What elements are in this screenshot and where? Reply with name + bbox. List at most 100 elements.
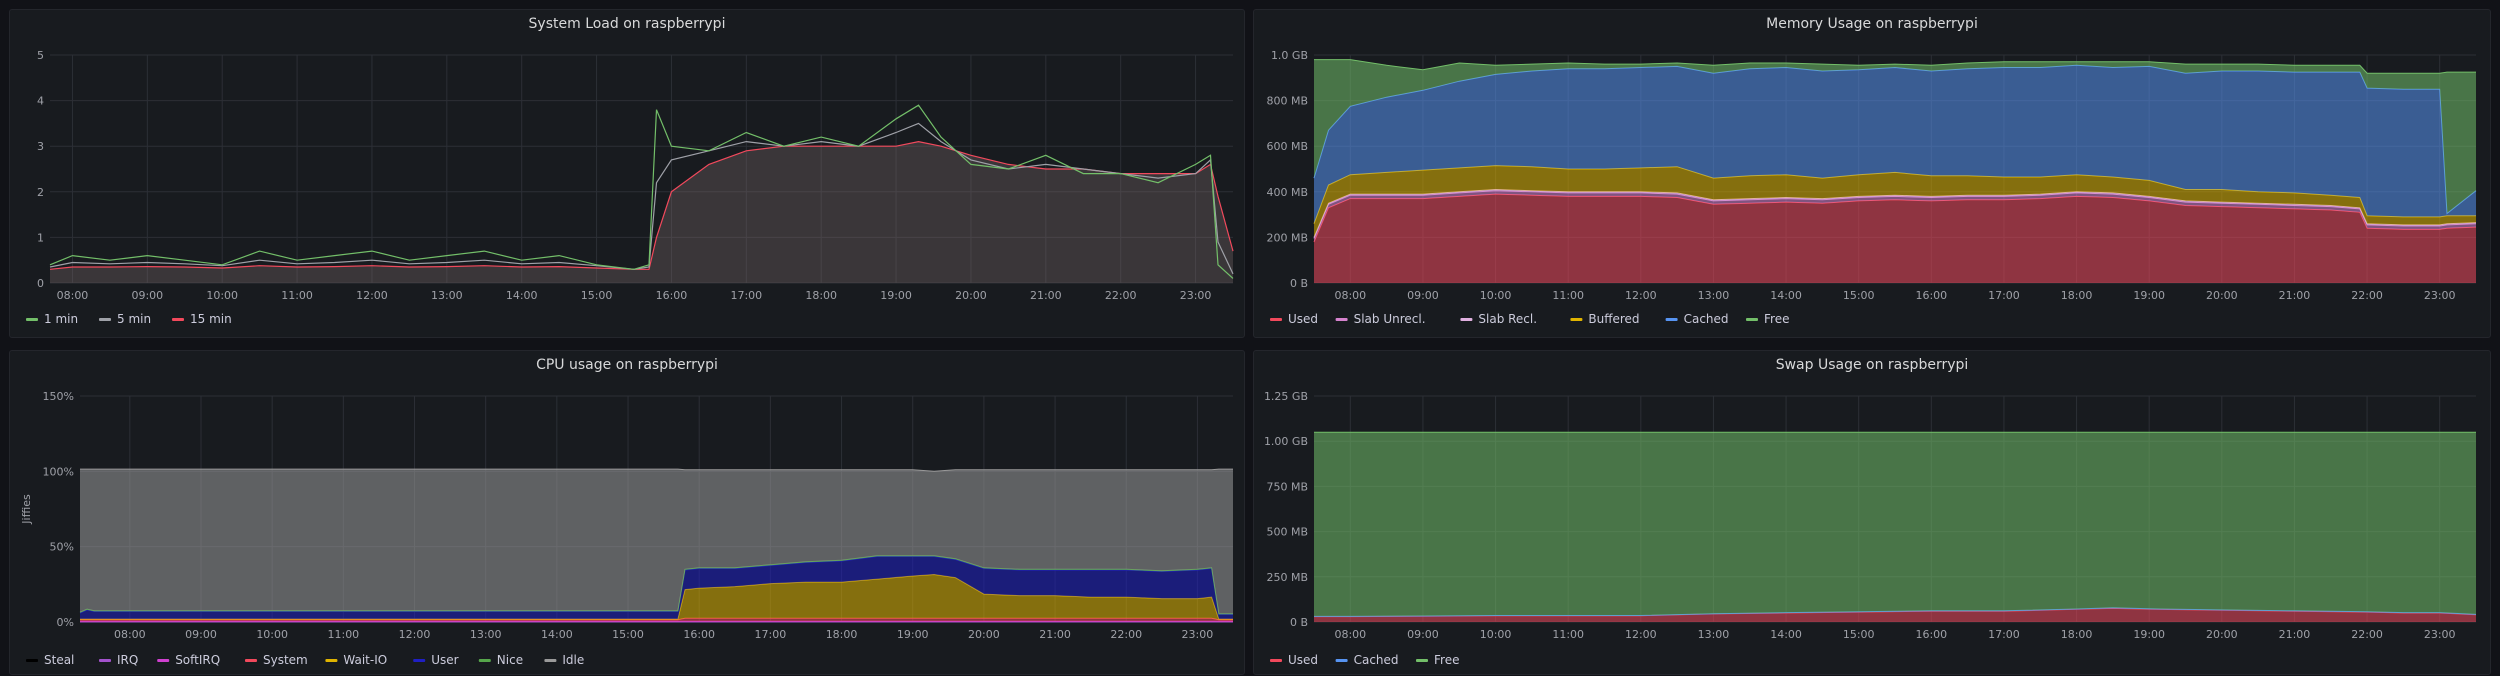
y-tick-label: 600 MB bbox=[1266, 140, 1308, 153]
memory-panel: Memory Usage on raspberrypi 0 B 200 MB 400… bbox=[1253, 9, 2491, 338]
area-15-min bbox=[50, 141, 1233, 283]
legend-item-user[interactable]: User bbox=[413, 653, 459, 667]
legend-swatch bbox=[1665, 318, 1678, 321]
y-tick-label: 4 bbox=[37, 95, 44, 108]
area-idle bbox=[80, 469, 1233, 614]
area-buffered bbox=[1314, 165, 2476, 238]
x-tick-label: 10:00 bbox=[1480, 289, 1512, 302]
area-used bbox=[1314, 194, 2476, 283]
x-tick-label: 14:00 bbox=[1770, 289, 1802, 302]
legend-swatch bbox=[544, 659, 557, 662]
legend-item-idle[interactable]: Idle bbox=[544, 653, 584, 667]
legend-swatch bbox=[245, 659, 257, 662]
x-tick-label: 20:00 bbox=[955, 289, 987, 302]
legend-label: Slab Unrecl. bbox=[1354, 312, 1426, 326]
legend-item-cached[interactable]: Cached bbox=[1665, 312, 1729, 326]
legend-label: Cached bbox=[1354, 653, 1399, 667]
legend-label: 5 min bbox=[117, 312, 151, 326]
legend-item-15-min[interactable]: 15 min bbox=[172, 312, 232, 326]
legend-label: 15 min bbox=[190, 312, 232, 326]
x-tick-label: 08:00 bbox=[114, 628, 146, 641]
y-axis-title: Jiffies bbox=[20, 494, 33, 525]
legend-item-cached[interactable]: Cached bbox=[1335, 653, 1399, 667]
area-free bbox=[1314, 59, 2476, 214]
x-tick-label: 09:00 bbox=[131, 289, 163, 302]
legend-item-slab-unrecl[interactable]: Slab Unrecl. bbox=[1335, 312, 1426, 326]
legend-swatch bbox=[1270, 659, 1282, 662]
x-tick-label: 23:00 bbox=[1180, 289, 1212, 302]
x-tick-label: 18:00 bbox=[2061, 289, 2093, 302]
x-tick-label: 23:00 bbox=[2424, 289, 2456, 302]
legend-label: Used bbox=[1288, 312, 1318, 326]
legend-item-5-min[interactable]: 5 min bbox=[99, 312, 151, 326]
line-free bbox=[1314, 59, 2476, 74]
x-tick-label: 16:00 bbox=[1915, 628, 1947, 641]
x-tick-label: 19:00 bbox=[2133, 628, 2165, 641]
x-tick-label: 17:00 bbox=[755, 628, 787, 641]
legend-item-free[interactable]: Free bbox=[1746, 312, 1789, 326]
legend-label: Free bbox=[1764, 312, 1789, 326]
legend-item-steal[interactable]: Steal bbox=[26, 653, 74, 667]
legend-swatch bbox=[1460, 318, 1473, 321]
x-tick-label: 11:00 bbox=[1552, 289, 1584, 302]
load-panel: System Load on raspberrypi 0 1 2 3 4 5 08:00 09… bbox=[9, 9, 1245, 338]
x-tick-label: 16:00 bbox=[1915, 289, 1947, 302]
y-tick-label: 1.00 GB bbox=[1264, 435, 1308, 448]
legend-label: Steal bbox=[44, 653, 74, 667]
legend-item-free[interactable]: Free bbox=[1416, 653, 1459, 667]
legend-label: Wait-IO bbox=[343, 653, 387, 667]
legend-item-buffered[interactable]: Buffered bbox=[1570, 312, 1640, 326]
cpu-panel-title[interactable]: CPU usage on raspberrypi bbox=[536, 357, 718, 373]
x-tick-label: 13:00 bbox=[1698, 628, 1730, 641]
x-tick-label: 19:00 bbox=[2133, 289, 2165, 302]
y-tick-label: 150% bbox=[43, 390, 74, 403]
legend-label: SoftIRQ bbox=[175, 653, 220, 667]
legend-swatch bbox=[26, 318, 38, 321]
legend-item-wait-io[interactable]: Wait-IO bbox=[325, 653, 387, 667]
cpu-panel: CPU usage on raspberrypi 0% 50% 100% 150% 08… bbox=[9, 350, 1245, 675]
legend-swatch bbox=[99, 659, 111, 662]
legend-label: Buffered bbox=[1588, 312, 1639, 326]
x-tick-label: 12:00 bbox=[1625, 289, 1657, 302]
x-tick-label: 19:00 bbox=[880, 289, 912, 302]
legend-swatch bbox=[1335, 318, 1348, 321]
legend-label: IRQ bbox=[117, 653, 138, 667]
legend-swatch bbox=[1335, 659, 1348, 662]
legend-label: Idle bbox=[562, 653, 584, 667]
x-tick-label: 18:00 bbox=[805, 289, 837, 302]
swap-panel-title[interactable]: Swap Usage on raspberrypi bbox=[1775, 357, 1969, 373]
legend-item-used[interactable]: Used bbox=[1270, 653, 1318, 667]
y-tick-label: 0 B bbox=[1290, 277, 1308, 290]
x-tick-label: 19:00 bbox=[897, 628, 929, 641]
legend-item-softirq[interactable]: SoftIRQ bbox=[157, 653, 220, 667]
line-slab-recl bbox=[1313, 188, 2477, 238]
legend-item-system[interactable]: System bbox=[245, 653, 308, 667]
legend-swatch bbox=[1746, 318, 1758, 321]
x-tick-label: 17:00 bbox=[730, 289, 762, 302]
legend-swatch bbox=[99, 318, 111, 321]
legend-swatch bbox=[26, 659, 38, 662]
legend-item-used[interactable]: Used bbox=[1270, 312, 1318, 326]
line-15-min bbox=[49, 140, 1234, 270]
legend-label: Used bbox=[1288, 653, 1318, 667]
y-tick-label: 750 MB bbox=[1266, 480, 1308, 493]
area-used bbox=[1314, 608, 2476, 622]
y-tick-label: 200 MB bbox=[1266, 231, 1308, 244]
legend-label: Free bbox=[1434, 653, 1459, 667]
x-tick-label: 21:00 bbox=[2279, 289, 2311, 302]
legend-item-slab-recl[interactable]: Slab Recl. bbox=[1460, 312, 1537, 326]
legend-item-1-min[interactable]: 1 min bbox=[26, 312, 78, 326]
x-tick-label: 20:00 bbox=[968, 628, 1000, 641]
x-tick-label: 08:00 bbox=[1334, 628, 1366, 641]
memory-chart: 0 B 200 MB 400 MB 600 MB 800 MB 1.0 GB 08:00 09… bbox=[1266, 49, 2477, 326]
legend-label: System bbox=[263, 653, 308, 667]
legend-item-irq[interactable]: IRQ bbox=[99, 653, 138, 667]
y-tick-label: 400 MB bbox=[1266, 186, 1308, 199]
legend-swatch bbox=[478, 659, 491, 662]
x-tick-label: 15:00 bbox=[612, 628, 644, 641]
memory-panel-title[interactable]: Memory Usage on raspberrypi bbox=[1766, 16, 1978, 32]
load-panel-title[interactable]: System Load on raspberrypi bbox=[528, 16, 726, 32]
y-tick-label: 5 bbox=[37, 49, 44, 62]
legend-item-nice[interactable]: Nice bbox=[478, 653, 523, 667]
area-free bbox=[1314, 432, 2476, 617]
